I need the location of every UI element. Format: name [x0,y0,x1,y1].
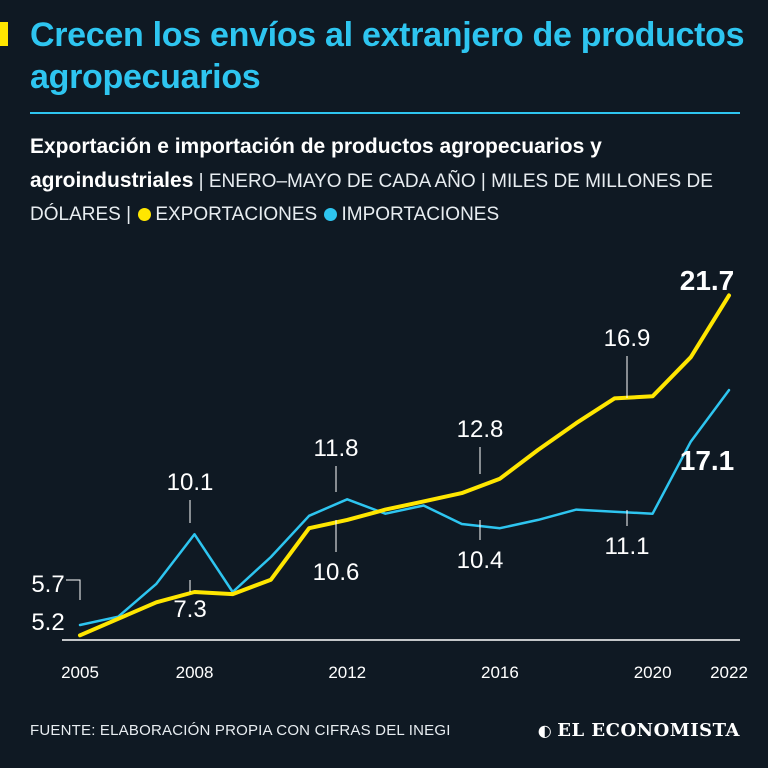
x-tick-label-2016: 2016 [481,663,519,682]
legend-imports-dot [324,208,338,221]
data-label-11-1: 11.1 [605,533,650,560]
subtitle-bold: Exportación e importación de productos a… [30,135,602,192]
x-tick-label-2022: 2022 [710,663,748,682]
data-label-10-6: 10.6 [313,559,360,586]
data-label-5-7: 5.7 [31,571,64,598]
series-line-exportaciones [78,293,731,638]
legend-exports-label: EXPORTACIONES [155,204,318,225]
brand-name: EL ECONOMISTA [557,720,740,741]
legend-exports-dot [138,208,152,221]
brand-icon: ◐ [537,721,553,740]
source-note: FUENTE: ELABORACIÓN PROPIA CON CIFRAS DE… [30,722,451,739]
chart-subtitle: Exportación e importación de productos a… [30,130,746,231]
brand-logo: ◐ EL ECONOMISTA [538,720,740,741]
data-label-10-4: 10.4 [457,547,504,574]
x-tick-label-2020: 2020 [634,663,672,682]
x-tick-label-2008: 2008 [176,663,214,682]
x-tick-label-2012: 2012 [328,663,366,682]
subtitle-details: | ENERO–MAYO DE CADA AÑO | MILES DE MILL… [30,171,713,225]
data-label-21-7: 21.7 [680,265,735,296]
data-label-7-3: 7.3 [173,596,206,623]
series-line-importaciones [78,388,731,627]
data-label-11-8: 11.8 [314,435,359,462]
page-title: Crecen los envíos al extranjero de produ… [30,16,745,96]
title-accent-bar [0,22,8,46]
legend-imports-label: IMPORTACIONES [341,204,500,225]
data-label-17-1: 17.1 [680,445,735,476]
title-divider [30,112,740,114]
data-label-12-8: 12.8 [457,416,504,443]
data-label-5-2: 5.2 [31,609,64,636]
label-leader-5-7 [66,579,81,600]
data-label-10-1: 10.1 [167,469,214,496]
x-tick-label-2005: 2005 [61,663,99,682]
data-label-16-9: 16.9 [604,325,651,352]
